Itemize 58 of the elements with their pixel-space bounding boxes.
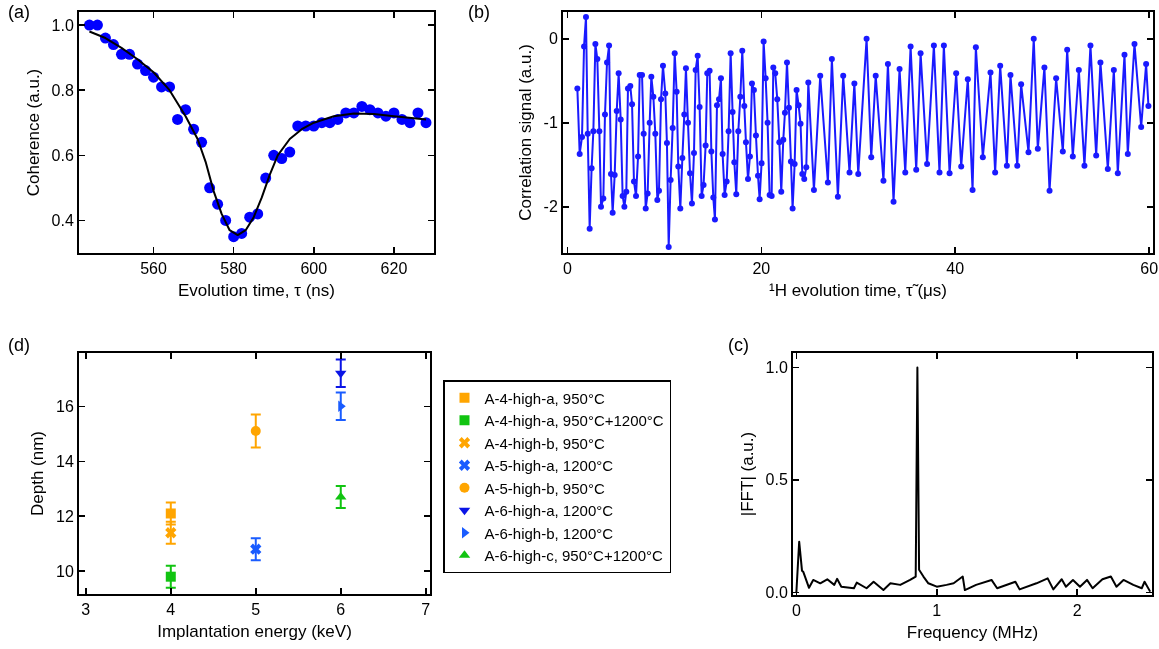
point [250, 426, 261, 437]
text: (d) [8, 335, 30, 355]
point [172, 113, 184, 125]
text: (c) [728, 335, 749, 355]
y-tick-label: 0.6 [51, 146, 74, 164]
point [165, 527, 177, 539]
y-tick-label: 0.0 [765, 583, 788, 601]
y-axis-title: |FFT| (a.u.) [737, 431, 757, 517]
x-tick-label: 5 [251, 601, 261, 619]
x-tick-label: 620 [380, 260, 408, 278]
x-tick-label: 0 [791, 602, 801, 620]
point [284, 146, 296, 158]
y-tick-label: 10 [56, 562, 74, 580]
y-axis-title: Depth (nm) [28, 430, 48, 517]
legend-label: A-6-high-a, 1200°C [484, 502, 614, 520]
y-tick-label: 0.4 [51, 212, 74, 230]
legend-label: A-5-high-a, 1200°C [484, 457, 614, 475]
y-tick-label: -1 [543, 114, 558, 132]
x-tick-label: 1 [932, 602, 942, 620]
x-axis-title: Implantation energy (keV) [157, 622, 352, 642]
y-tick-label: 14 [56, 452, 74, 470]
x-axis-title: Frequency (MHz) [906, 623, 1039, 643]
point [412, 107, 424, 119]
legend-label: A-6-high-c, 950°C+1200°C [484, 547, 664, 565]
y-tick-label: 1.0 [765, 358, 788, 376]
x-tick-label: 4 [166, 601, 176, 619]
legend-label: A-5-high-b, 950°C [484, 479, 605, 497]
y-tick-label: 1.0 [51, 16, 74, 34]
x-tick-label: 6 [336, 601, 346, 619]
y-axis-title: Coherence (a.u.) [23, 68, 43, 197]
x-tick-label: 600 [300, 260, 328, 278]
x-tick-label: 20 [752, 260, 771, 278]
y-tick-label: -2 [543, 198, 558, 216]
y-tick-label: 12 [56, 507, 74, 525]
x-tick-label: 7 [421, 601, 431, 619]
x-axis-title: ¹H evolution time, τ̃ (μs) [768, 281, 948, 301]
point [165, 571, 176, 582]
x-tick-label: 60 [1140, 260, 1159, 278]
legend-label: A-4-high-a, 950°C [484, 389, 605, 407]
legend-label: A-6-high-b, 1200°C [484, 524, 614, 542]
y-tick-label: 0.8 [51, 81, 74, 99]
text: (b) [468, 2, 490, 22]
point [165, 508, 176, 519]
x-tick-label: 0 [562, 260, 572, 278]
x-tick-label: 3 [81, 601, 91, 619]
y-axis-title: Correlation signal (a.u.) [515, 44, 535, 221]
y-tick-label: 16 [56, 397, 74, 415]
x-tick-label: 560 [140, 260, 167, 278]
x-tick-label: 2 [1072, 602, 1082, 620]
x-tick-label: 580 [220, 260, 248, 278]
x-axis-title: Evolution time, τ (ns) [178, 281, 335, 301]
text: (a) [8, 2, 30, 22]
x-tick-label: 40 [946, 260, 965, 278]
y-tick-label: 0.5 [765, 471, 788, 489]
legend-label: A-4-high-a, 950°C+1200°C [484, 412, 664, 430]
y-tick-label: 0 [548, 30, 558, 48]
point [250, 543, 262, 555]
legend-label: A-4-high-b, 950°C [484, 434, 605, 452]
